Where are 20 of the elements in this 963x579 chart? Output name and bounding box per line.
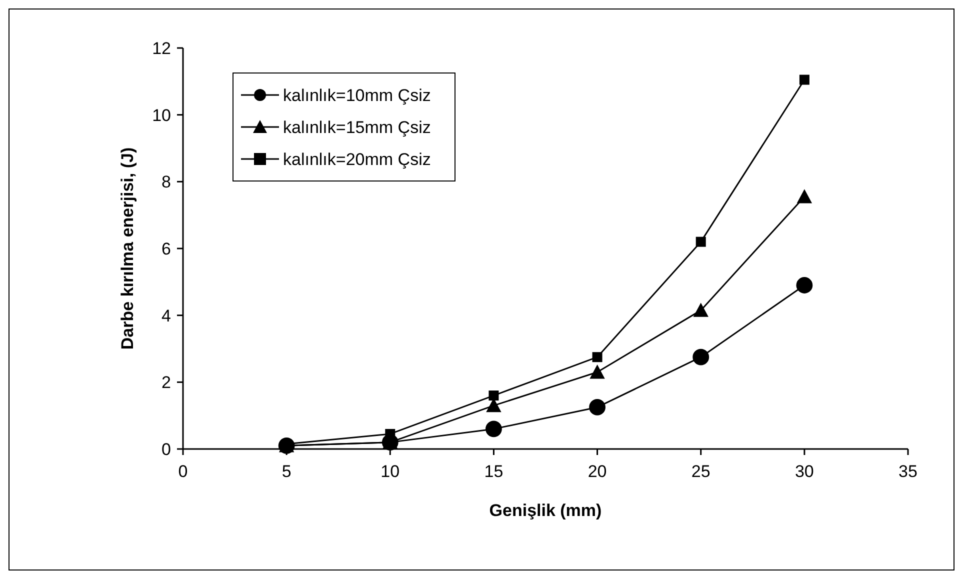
legend-label: kalınlık=10mm Çsiz — [283, 86, 431, 105]
x-tick-label: 5 — [282, 462, 292, 481]
y-tick-label: 4 — [162, 306, 171, 326]
x-tick-label: 20 — [588, 462, 607, 481]
legend-label: kalınlık=20mm Çsiz — [283, 150, 431, 169]
legend-label: kalınlık=15mm Çsiz — [283, 118, 431, 137]
x-tick-label: 30 — [794, 462, 814, 481]
y-tick-label: 2 — [162, 373, 171, 392]
x-axis-title: Genişlik (mm) — [489, 501, 602, 520]
y-tick-label: 10 — [152, 106, 171, 125]
x-tick-label: 0 — [178, 462, 188, 481]
x-tick-label: 15 — [484, 462, 504, 481]
y-tick-label: 6 — [162, 240, 171, 258]
x-tick-label: 35 — [898, 462, 918, 481]
y-tick-label: 12 — [152, 39, 171, 58]
y-axis-title: Darbe kırılma enerjisi, (J) — [118, 147, 137, 350]
x-tick-label: 10 — [380, 462, 400, 481]
y-tick-label: 0 — [162, 440, 171, 459]
x-tick-label: 25 — [691, 462, 710, 481]
y-tick-label: 8 — [162, 172, 171, 192]
